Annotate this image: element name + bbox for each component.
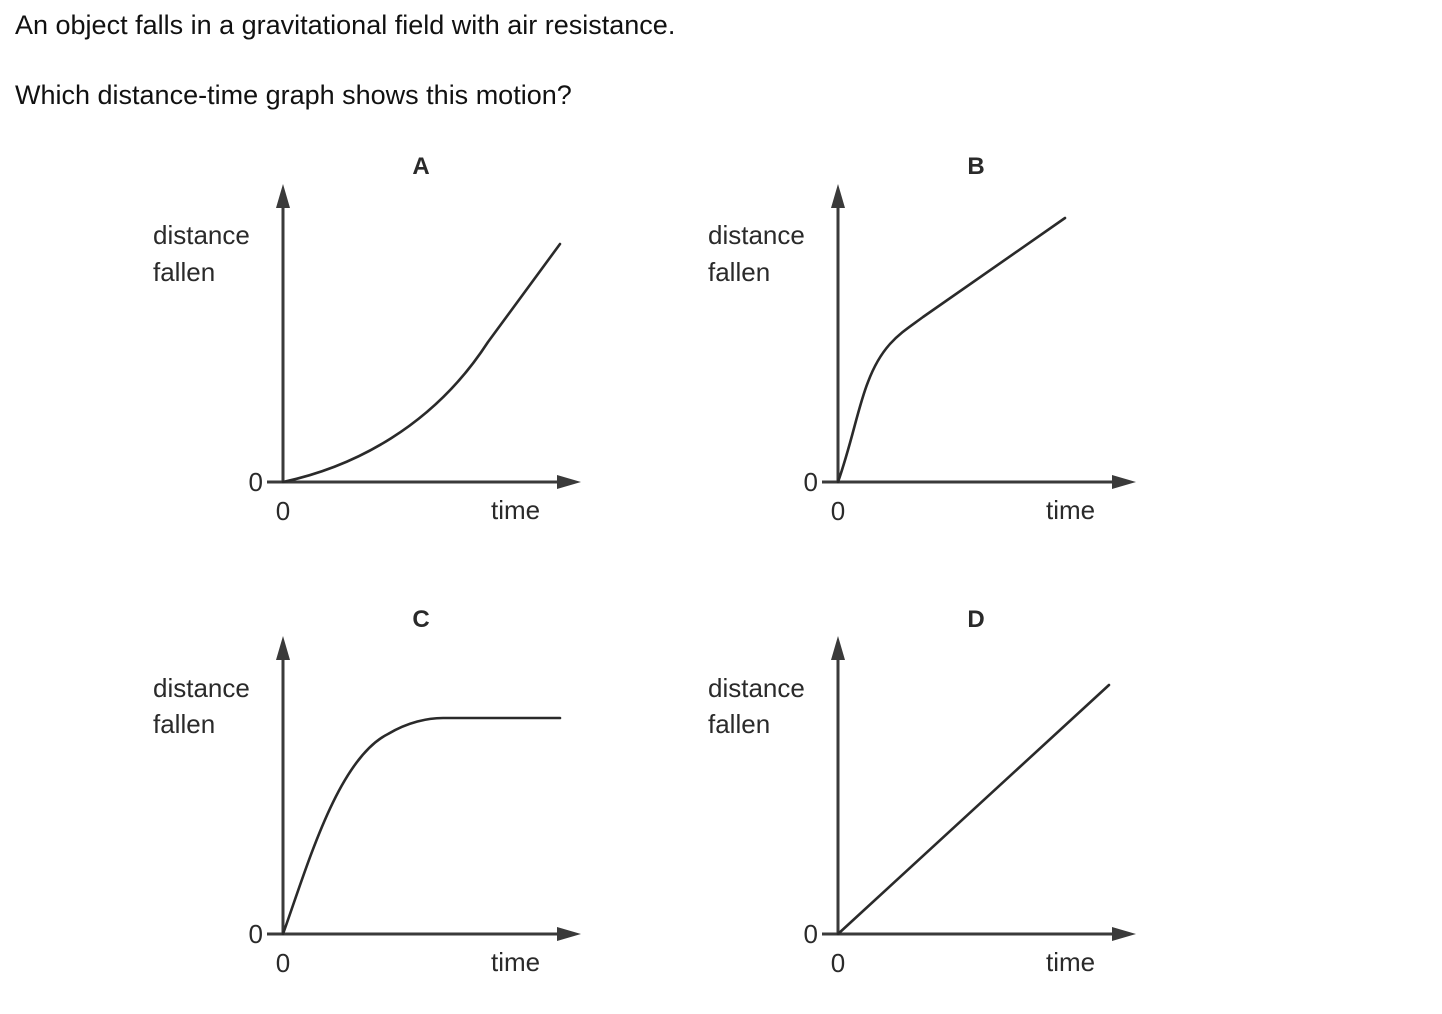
question-text-line-1: An object falls in a gravitational field… [15, 10, 676, 40]
graph-option-c[interactable]: C distance fallen 0 0 time [153, 606, 581, 978]
y-axis-label-line-1: distance [153, 220, 250, 250]
x-axis-label: time [491, 947, 540, 977]
y-axis-label-line-1: distance [708, 673, 805, 703]
x-axis-label: time [1046, 495, 1095, 525]
y-axis-label-line-2: fallen [153, 709, 215, 739]
y-origin-label: 0 [249, 467, 263, 497]
y-axis-label-line-1: distance [153, 673, 250, 703]
x-origin-label: 0 [276, 948, 290, 978]
distance-time-curve [281, 716, 562, 936]
y-axis-label-line-2: fallen [708, 257, 770, 287]
graph-option-d[interactable]: D distance fallen 0 0 time [708, 606, 1136, 978]
y-axis-label-line-1: distance [708, 220, 805, 250]
question-text-line-2: Which distance-time graph shows this mot… [15, 80, 572, 110]
graph-option-a[interactable]: A distance fallen 0 0 time [153, 153, 581, 526]
option-label-c: C [412, 606, 429, 633]
y-axis-arrow-icon [276, 184, 290, 208]
x-axis-label: time [1046, 947, 1095, 977]
y-origin-label: 0 [804, 467, 818, 497]
y-axis-label-line-2: fallen [708, 709, 770, 739]
distance-time-curve [836, 683, 1111, 936]
x-axis-arrow-icon [1112, 475, 1136, 489]
option-label-b: B [967, 153, 984, 180]
x-origin-label: 0 [831, 496, 845, 526]
x-origin-label: 0 [831, 948, 845, 978]
y-axis-arrow-icon [831, 636, 845, 660]
distance-time-curve [281, 242, 562, 484]
graph-option-b[interactable]: B distance fallen 0 0 time [708, 153, 1136, 526]
y-axis-arrow-icon [831, 184, 845, 208]
x-origin-label: 0 [276, 496, 290, 526]
x-axis-arrow-icon [1112, 927, 1136, 941]
x-axis-arrow-icon [557, 475, 581, 489]
option-label-d: D [967, 606, 984, 633]
distance-time-curve [836, 216, 1067, 484]
x-axis-arrow-icon [557, 927, 581, 941]
x-axis-label: time [491, 495, 540, 525]
y-axis-arrow-icon [276, 636, 290, 660]
y-origin-label: 0 [249, 919, 263, 949]
option-label-a: A [412, 153, 429, 180]
y-origin-label: 0 [804, 919, 818, 949]
y-axis-label-line-2: fallen [153, 257, 215, 287]
